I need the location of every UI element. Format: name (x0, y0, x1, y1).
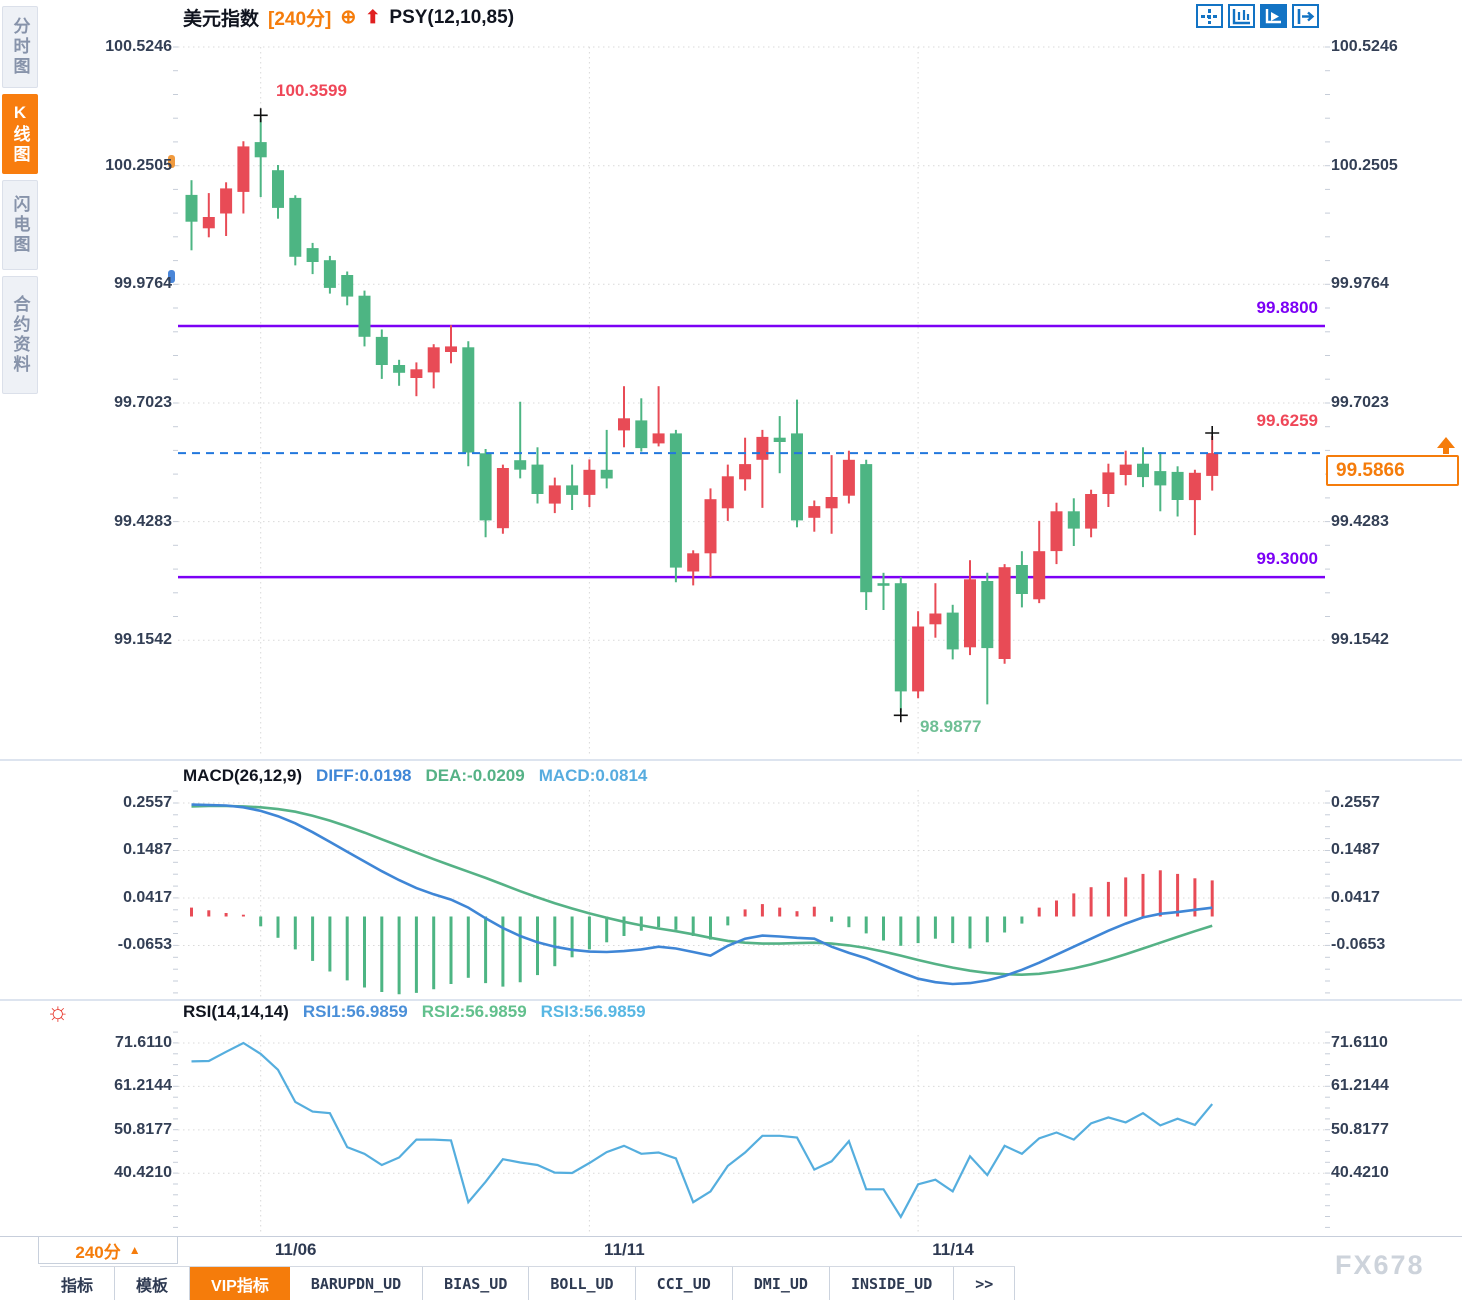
rsi-line (191, 1041, 1214, 1220)
macd-diff-line (191, 803, 1213, 986)
sidebar-tab-K线图[interactable]: K线图 (2, 94, 38, 174)
sidebar: 分时图 K线图闪电图合约资料 (2, 6, 39, 400)
axis-handle-orange[interactable] (168, 155, 175, 168)
rsi-axis-label: 71.6110 (1331, 1034, 1388, 1051)
axis-range-tool-icon[interactable] (1228, 4, 1255, 28)
rsi3-value: RSI3:56.9859 (540, 1002, 646, 1021)
price-axis-label: 99.4283 (1331, 512, 1389, 530)
macd-dea-line (191, 804, 1213, 977)
macd-axis-label: -0.0653 (1331, 936, 1386, 954)
indicator-tab-指标[interactable]: 指标 (40, 1267, 116, 1300)
price-axis-label: 99.9764 (114, 275, 172, 293)
indicator-tab-INSIDE_UD[interactable]: INSIDE_UD (830, 1267, 955, 1300)
rsi-title[interactable]: RSI(14,14,14) (183, 1002, 289, 1021)
indicator-tab-VIP指标[interactable]: VIP指标 (190, 1267, 290, 1300)
sidebar-tab-闪电图[interactable]: 闪电图 (2, 180, 38, 270)
crosshair-marker (1205, 426, 1220, 440)
macd-axis-label: 0.2557 (123, 794, 172, 811)
macd-axis-label: 0.1487 (1331, 841, 1380, 859)
date-axis-label: 11/06 (274, 1240, 317, 1259)
indicator-tab-CCI_UD[interactable]: CCI_UD (636, 1267, 733, 1300)
date-axis-label: 11/14 (932, 1240, 974, 1259)
export-tool-icon[interactable] (1292, 4, 1319, 28)
price-axis-label: 99.7023 (114, 393, 172, 411)
psy-indicator-label[interactable]: PSY(12,10,85) (389, 6, 515, 28)
indicator-tab-BOLL_UD[interactable]: BOLL_UD (529, 1267, 636, 1300)
macd-axis-label: 0.0417 (1331, 888, 1380, 906)
panel-divider[interactable] (0, 999, 1462, 1001)
axis-baseline (0, 1236, 1462, 1237)
current-price-box: 99.5866 (1326, 455, 1459, 486)
rsi-axis-label: 40.4210 (1331, 1164, 1389, 1182)
hline-lower-label[interactable]: 99.3000 (1256, 549, 1318, 568)
marked-high-label: 100.3599 (276, 81, 347, 100)
crosshair-marker (893, 708, 908, 723)
rsi-axis-label: 50.8177 (114, 1120, 172, 1138)
price-axis-label: 99.9764 (1331, 275, 1389, 293)
price-axis-label: 100.2505 (1331, 156, 1398, 174)
toolbar (1196, 4, 1319, 28)
sidebar-tab-分时图[interactable]: 分时图 (2, 6, 38, 88)
hline-upper-label[interactable]: 99.8800 (1256, 298, 1318, 317)
rsi1-value: RSI1:56.9859 (302, 1002, 408, 1021)
indicator-tab->>[interactable]: >> (954, 1267, 1016, 1300)
macd-axis-label: 0.0417 (123, 888, 172, 906)
macd-axis-label: 0.1487 (123, 841, 172, 859)
price-axis-label: 99.4283 (114, 512, 172, 530)
axis-play-tool-icon[interactable] (1260, 4, 1287, 28)
macd-diff-value: DIFF:0.0198 (316, 766, 412, 785)
period-selector[interactable]: 240分 ▲ (38, 1236, 178, 1264)
chart-header: 美元指数 [240分] ⊕ ⬆ PSY(12,10,85) (183, 4, 514, 31)
last-high-label: 99.6259 (1256, 411, 1318, 430)
macd-header: MACD(26,12,9) DIFF:0.0198 DEA:-0.0209 MA… (183, 766, 647, 786)
price-axis-label: 99.1542 (1331, 631, 1389, 649)
period-label: 240分 (75, 1242, 121, 1262)
period-arrow-icon: ▲ (128, 1243, 141, 1257)
watermark: FX678 (1335, 1250, 1425, 1280)
macd-macd-value: MACD:0.0814 (538, 766, 648, 785)
rsi-axis-label: 71.6110 (115, 1034, 172, 1051)
macd-dea-value: DEA:-0.0209 (425, 766, 525, 785)
crosshair-tool-icon[interactable] (1196, 4, 1223, 28)
indicator-tab-BIAS_UD[interactable]: BIAS_UD (423, 1267, 530, 1300)
indicator-tab-BARUPDN_UD[interactable]: BARUPDN_UD (290, 1267, 424, 1300)
price-axis-label: 99.1542 (114, 631, 172, 649)
macd-histogram-layer (190, 870, 1214, 995)
sun-icon[interactable]: ☼ (46, 996, 70, 1026)
price-axis-label: 100.5246 (1331, 38, 1398, 55)
indicator-tab-bar: 指标 模板 VIP指标 BARUPDN_UD BIAS_UD BOLL_UD CCI_UD D… (40, 1266, 1016, 1300)
rsi-axis-label: 61.2144 (114, 1077, 172, 1095)
indicator-tab-DMI_UD[interactable]: DMI_UD (733, 1267, 830, 1300)
price-up-arrow-stem (1443, 447, 1449, 454)
price-axis-label: 99.7023 (1331, 393, 1389, 411)
macd-axis-label: 0.2557 (1331, 794, 1380, 811)
sidebar-tab-合约资料[interactable]: 合约资料 (2, 276, 38, 394)
psy-up-arrow-icon: ⬆ (365, 7, 381, 27)
marked-low-label: 98.9877 (920, 717, 982, 736)
macd-title[interactable]: MACD(26,12,9) (183, 766, 303, 785)
date-axis-label: 11/11 (604, 1240, 645, 1259)
crosshair-marker (253, 108, 268, 123)
price-up-arrow-icon (1437, 437, 1455, 448)
rsi2-value: RSI2:56.9859 (421, 1002, 527, 1021)
rsi-axis-label: 61.2144 (1331, 1077, 1389, 1095)
add-indicator-icon[interactable]: ⊕ (340, 7, 357, 28)
candles-layer (185, 118, 1219, 713)
price-axis-label: 100.5246 (105, 38, 172, 55)
macd-axis-label: -0.0653 (117, 936, 172, 954)
rsi-header: RSI(14,14,14) RSI1:56.9859 RSI2:56.9859 … (183, 1002, 646, 1022)
axis-handle-blue[interactable] (168, 270, 175, 283)
period-tag[interactable]: [240分] (268, 9, 332, 30)
price-axis-label: 100.2505 (105, 156, 172, 174)
rsi-axis-label: 50.8177 (1331, 1120, 1389, 1138)
rsi-axis-label: 40.4210 (114, 1164, 172, 1182)
indicator-tab-模板[interactable]: 模板 (115, 1267, 191, 1300)
panel-divider[interactable] (0, 759, 1462, 761)
symbol-title: 美元指数 (183, 9, 260, 30)
